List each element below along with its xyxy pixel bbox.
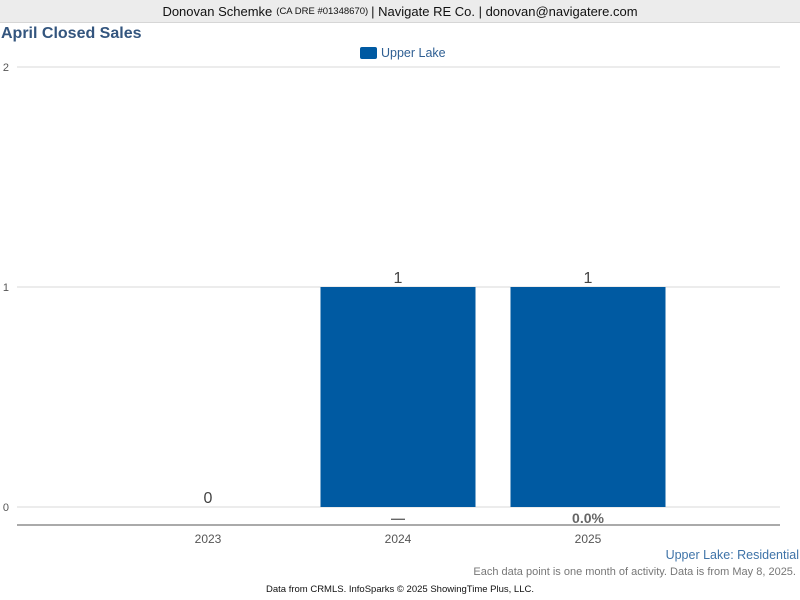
agent-name: Donovan Schemke [162,3,273,19]
x-tick-label: 2024 [385,532,412,546]
chart-plot: 0 1 2 0 2023 1 — 2024 1 0.0% 2025 [3,62,780,546]
y-tick-label: 1 [3,282,9,294]
agent-header: Donovan Schemke (CA DRE #01348670) | Nav… [0,0,800,23]
x-tick-label: 2025 [575,532,602,546]
legend-swatch [360,47,377,59]
y-tick-label: 0 [3,502,9,514]
change-label: 0.0% [572,510,604,526]
agent-contact: | Navigate RE Co. | donovan@navigatere.c… [371,3,638,19]
series-caption[interactable]: Upper Lake: Residential [665,548,799,562]
x-tick-label: 2023 [195,532,222,546]
y-tick-label: 2 [3,62,9,74]
chart-legend[interactable]: Upper Lake [360,46,446,60]
chart-title: April Closed Sales [1,25,142,42]
footer-credit: Data from CRMLS. InfoSparks © 2025 Showi… [265,584,534,595]
legend-label: Upper Lake [381,46,446,60]
bar [320,287,476,507]
bar-value-label: 0 [204,490,213,507]
bar [510,287,666,507]
data-note: Each data point is one month of activity… [473,566,796,578]
bar-value-label: 1 [584,270,593,287]
agent-license: (CA DRE #01348670) [276,5,369,17]
change-label: — [391,510,405,526]
bar-value-label: 1 [394,270,403,287]
